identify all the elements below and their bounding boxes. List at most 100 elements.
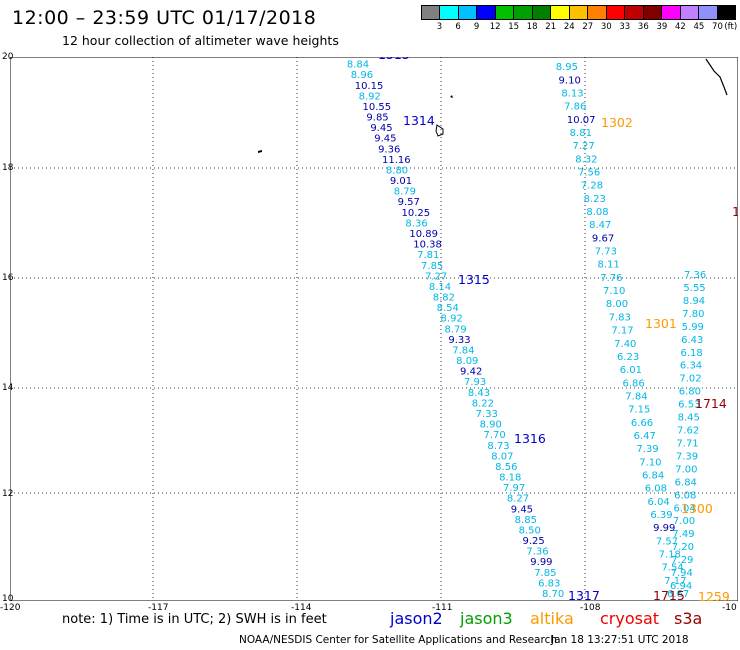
wave-height-label: 7.54 xyxy=(661,563,683,574)
wave-height-label: 6.53 xyxy=(678,400,700,411)
wave-height-label: 10.89 xyxy=(409,229,438,240)
colorbar-tick-label: 6 xyxy=(455,22,461,32)
island-outline xyxy=(258,150,262,153)
wave-height-label: 6.80 xyxy=(679,387,701,398)
colorbar-tick-label: 3 xyxy=(436,22,443,32)
wave-height-label: 7.86 xyxy=(564,102,586,113)
x-tick-label: -108 xyxy=(580,603,601,613)
wave-height-label: 9.01 xyxy=(390,176,412,187)
wave-height-label: 8.23 xyxy=(584,194,606,205)
y-tick-label: 12 xyxy=(2,489,14,499)
wave-height-label: 6.04 xyxy=(674,503,696,514)
x-tick-label: -114 xyxy=(291,603,312,613)
colorbar-swatches xyxy=(421,5,736,20)
wave-height-label: 7.62 xyxy=(677,426,699,437)
map-gridlines xyxy=(10,57,738,601)
wave-height-label: 7.73 xyxy=(595,247,617,258)
colorbar-tick-label: 12 xyxy=(489,22,501,32)
colorbar-swatch xyxy=(643,6,663,19)
wave-height-label: 6.43 xyxy=(681,335,703,346)
colorbar-swatch xyxy=(699,6,718,19)
colorbar-swatch xyxy=(514,6,533,19)
colorbar-swatch xyxy=(477,6,496,19)
colorbar-swatch xyxy=(551,6,570,19)
wave-height-label: 7.56 xyxy=(578,168,600,179)
colorbar-tick-label: 70 xyxy=(712,22,723,32)
wave-height-label: 8.45 xyxy=(678,413,700,424)
wave-height-label: 7.27 xyxy=(425,271,447,282)
colorbar-swatch xyxy=(680,6,700,19)
wave-height-label: 6.86 xyxy=(623,378,645,389)
wave-height-label: 8.22 xyxy=(472,398,494,409)
colorbar-tick-label: 24 xyxy=(563,22,575,32)
wave-height-label: 7.57 xyxy=(656,536,678,547)
wave-height-label: 6.04 xyxy=(648,497,670,508)
wave-height-label: 9.45 xyxy=(511,504,533,515)
wave-height-label: 9.45 xyxy=(374,134,396,145)
wave-height-label: 6.08 xyxy=(674,490,696,501)
colorbar-tick-label: 45 xyxy=(693,22,705,32)
wave-height-label: 7.00 xyxy=(673,516,695,527)
wave-height-label: 8.27 xyxy=(507,494,529,505)
wave-height-label: 7.80 xyxy=(682,309,704,320)
colorbar-swatch xyxy=(569,6,589,19)
colorbar-tick-label: (ft) xyxy=(724,22,738,32)
wave-height-label: 7.85 xyxy=(534,568,556,579)
wave-height-label: 8.80 xyxy=(386,165,408,176)
pass-number-label: 1315 xyxy=(458,272,490,287)
pass-number-label: 1715 xyxy=(732,204,738,219)
colorbar-tick-label: 42 xyxy=(674,22,686,32)
wave-height-label: 7.76 xyxy=(600,273,622,284)
wave-height-label: 8.11 xyxy=(597,260,619,271)
colorbar-tick-label: 15 xyxy=(508,22,520,32)
satellite-legend-s3a: s3a xyxy=(674,609,703,628)
island-outline xyxy=(450,95,453,98)
wave-height-label: 8.73 xyxy=(487,441,509,452)
pass-number-label: 1259 xyxy=(698,589,730,601)
wave-height-label: 7.49 xyxy=(672,529,694,540)
colorbar-swatch xyxy=(588,6,607,19)
colorbar-swatch xyxy=(625,6,644,19)
wave-height-label: 8.36 xyxy=(405,218,427,229)
wave-height-label: 10.55 xyxy=(363,102,392,113)
y-tick-label: 16 xyxy=(2,273,14,283)
wave-height-label: 8.85 xyxy=(515,515,537,526)
wave-height-label: 9.10 xyxy=(559,75,581,86)
colorbar-swatch xyxy=(495,6,515,19)
colorbar-swatch xyxy=(662,6,681,19)
wave-height-label: 6.23 xyxy=(617,352,639,363)
wave-height-label: 7.02 xyxy=(679,374,701,385)
wave-height-label: 7.94 xyxy=(671,568,693,579)
wave-height-label: 7.33 xyxy=(476,409,498,420)
colorbar-tick-label: 33 xyxy=(619,22,631,32)
wave-height-label: 8.95 xyxy=(556,62,578,73)
wave-height-label: 7.00 xyxy=(675,464,697,475)
wave-height-label: 7.84 xyxy=(625,391,647,402)
colorbar-swatch xyxy=(717,6,735,19)
generated-time: Jan 18 13:27:51 UTC 2018 xyxy=(551,634,689,646)
wave-height-label: 5.99 xyxy=(682,322,704,333)
wave-height-label: 10.25 xyxy=(402,208,431,219)
wave-height-label: 8.50 xyxy=(519,525,541,536)
wave-height-label: 7.39 xyxy=(676,451,698,462)
colorbar-tick-label: 18 xyxy=(526,22,538,32)
wave-height-label: 8.92 xyxy=(359,91,381,102)
wave-height-label: 8.81 xyxy=(570,128,592,139)
pass-number-label: 1714 xyxy=(695,396,727,411)
colorbar-swatch xyxy=(606,6,626,19)
wave-height-label: 6.18 xyxy=(681,348,703,359)
y-tick-label: 10 xyxy=(2,594,14,604)
wave-height-label: 7.17 xyxy=(611,326,633,337)
wave-height-label: 7.83 xyxy=(609,312,631,323)
island-outline xyxy=(435,124,444,137)
wave-height-label: 9.57 xyxy=(398,197,420,208)
wave-height-label: 8.18 xyxy=(499,473,521,484)
wave-height-label: 9.99 xyxy=(653,523,675,534)
satellite-legend-jason3: jason3 xyxy=(460,609,513,628)
wave-height-label: 7.10 xyxy=(603,286,625,297)
pass-number-label: 1715 xyxy=(653,588,685,601)
wave-height-label: 8.94 xyxy=(683,296,705,307)
wave-height-label: 8.79 xyxy=(444,324,466,335)
wave-height-label: 7.93 xyxy=(464,377,486,388)
x-tick-label: -117 xyxy=(148,603,169,613)
